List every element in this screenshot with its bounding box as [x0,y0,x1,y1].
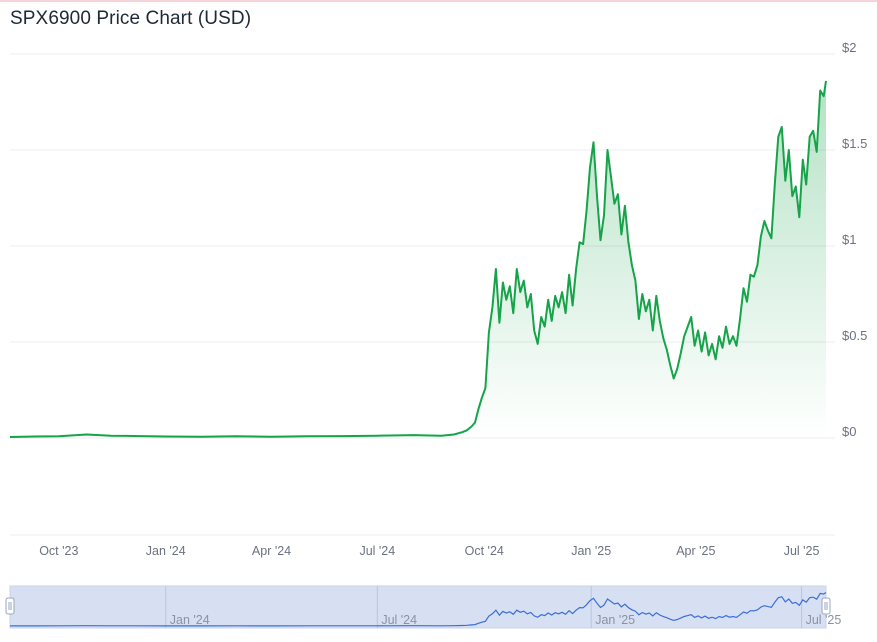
y-tick-label: $2 [842,40,856,55]
navigator-tick-label: Jul '24 [381,613,417,627]
x-tick-label: Jan '24 [146,544,186,558]
navigator-right-handle[interactable] [821,597,831,615]
x-tick-label: Oct '23 [39,544,78,558]
navigator-tick-label: Jul '25 [806,613,842,627]
navigator-tick-label: Jan '24 [170,613,210,627]
x-tick-label: Apr '25 [676,544,715,558]
y-tick-label: $1 [842,232,856,247]
navigator-line [10,591,827,627]
x-tick-label: Apr '24 [252,544,291,558]
navigator-range[interactable] [9,585,827,629]
y-tick-label: $1.5 [842,136,867,151]
navigator-left-handle[interactable] [5,597,15,615]
price-line[interactable] [9,80,827,438]
x-tick-label: Jul '24 [359,544,395,558]
chart-title: SPX6900 Price Chart (USD) [10,8,252,29]
price-area [10,80,826,439]
x-tick-label: Jul '25 [784,544,820,558]
navigator-tick-label: Jan '25 [595,613,635,627]
x-tick-label: Oct '24 [465,544,504,558]
top-accent-line [0,0,877,2]
x-tick-label: Jan '25 [571,544,611,558]
y-tick-label: $0.5 [842,328,867,343]
y-tick-label: $0 [842,424,856,439]
